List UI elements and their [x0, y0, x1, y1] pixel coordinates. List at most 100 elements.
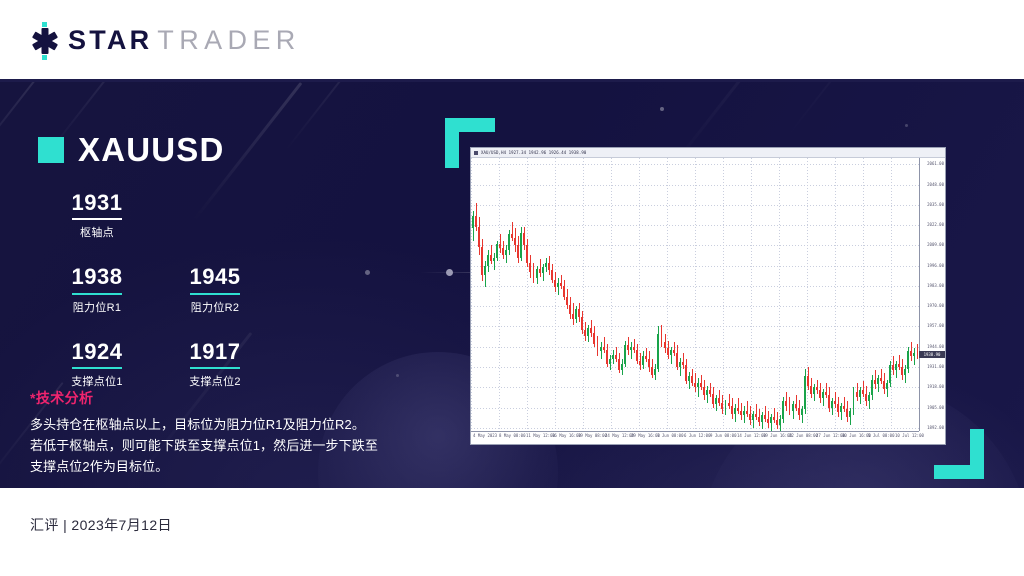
- candle-body: [794, 404, 797, 408]
- time-tick-label: 24 May 12:00: [605, 433, 634, 438]
- brand-logo[interactable]: STAR TRADER: [28, 21, 301, 60]
- candle-body: [791, 404, 794, 411]
- candle-body: [578, 309, 581, 318]
- candle-body: [831, 401, 834, 408]
- candle-body: [861, 390, 864, 394]
- level-value: 1917: [189, 339, 241, 369]
- time-tick-label: 19 Jun 16:00: [763, 433, 792, 438]
- candle-body: [709, 390, 712, 394]
- chart-title: XAU/USD,H4 1927.34 1942.96 1926.44 1938.…: [481, 150, 587, 155]
- price-tick-label: 1996.00: [927, 262, 944, 268]
- pivot-row: 1931 枢轴点: [38, 190, 278, 254]
- level-value: 1945: [189, 264, 241, 295]
- candle-body: [779, 418, 782, 425]
- candle-body: [876, 377, 879, 385]
- candle-wick: [683, 353, 684, 369]
- support-row: 1924 支撑点位1 1917 支撑点位2: [38, 339, 278, 403]
- candle-body: [767, 418, 770, 424]
- price-tick-label: 1931.00: [927, 364, 944, 370]
- grid-line-horizontal: [471, 164, 919, 165]
- price-chart-panel[interactable]: XAU/USD,H4 1927.34 1942.96 1926.44 1938.…: [470, 147, 946, 445]
- candle-wick: [747, 401, 748, 417]
- candle-body: [803, 376, 806, 410]
- grid-line-vertical: [835, 158, 836, 431]
- candle-body: [639, 360, 642, 366]
- grid-line-vertical: [555, 158, 556, 431]
- candle-body: [648, 359, 651, 368]
- candle-body: [678, 362, 681, 368]
- candle-body: [602, 346, 605, 350]
- candle-body: [538, 268, 541, 274]
- time-tick-label: 11 May 12:00: [526, 433, 555, 438]
- candle-body: [694, 382, 696, 388]
- candle-body: [593, 332, 596, 344]
- candle-body: [666, 348, 669, 355]
- candle-body: [834, 401, 837, 405]
- page-header: STAR TRADER: [0, 0, 1024, 81]
- candle-body: [788, 406, 791, 411]
- candle-wick: [476, 203, 477, 232]
- candle-wick: [729, 393, 730, 410]
- candle-body: [684, 365, 687, 382]
- grid-line-vertical: [639, 158, 640, 431]
- time-tick-label: 30 Jun 16:00: [842, 433, 871, 438]
- candle-wick: [857, 382, 858, 402]
- grid-line-horizontal: [471, 225, 919, 226]
- candlestick-plot[interactable]: [471, 158, 919, 431]
- time-tick-label: 16 May 16:00: [552, 433, 581, 438]
- level-resistance-2: 1945 阻力位R2: [156, 264, 274, 314]
- candle-body: [840, 406, 843, 413]
- candle-wick: [899, 354, 900, 371]
- candle-body: [471, 215, 474, 229]
- candle-wick: [512, 221, 513, 241]
- candle-body: [672, 349, 675, 353]
- candle-body: [489, 254, 492, 261]
- candle-wick: [537, 265, 538, 285]
- time-tick-label: 9 Jun 08:00: [710, 433, 737, 438]
- level-label: 枢轴点: [80, 227, 114, 240]
- candle-body: [867, 395, 870, 402]
- candle-wick: [817, 379, 818, 394]
- candle-wick: [796, 395, 797, 411]
- level-value: 1938: [71, 264, 123, 295]
- level-label: 支撑点位2: [189, 375, 241, 388]
- candle-body: [706, 390, 709, 396]
- candle-body: [657, 334, 660, 369]
- candle-body: [758, 416, 760, 422]
- price-tick-label: 1957.00: [927, 323, 944, 329]
- candle-body: [566, 296, 568, 305]
- candle-body: [815, 387, 818, 391]
- footer-caption: 汇评 | 2023年7月12日: [30, 517, 172, 533]
- time-tick-label: 5 Jul 08:00: [868, 433, 895, 438]
- candle-body: [477, 226, 480, 247]
- candle-body: [608, 359, 611, 364]
- grid-line-vertical: [583, 158, 584, 431]
- candle-body: [474, 215, 477, 227]
- candle-body: [910, 351, 913, 357]
- grid-line-horizontal: [471, 205, 919, 206]
- candle-body: [547, 262, 550, 271]
- level-label: 阻力位R2: [190, 301, 240, 314]
- time-tick-label: 10 Jul 12:00: [895, 433, 924, 438]
- grid-line-vertical: [667, 158, 668, 431]
- level-pivot: 1931 枢轴点: [38, 190, 156, 240]
- candle-body: [660, 334, 663, 343]
- candle-body: [486, 254, 489, 266]
- candle-body: [587, 328, 590, 336]
- time-tick-label: 8 May 08:00: [499, 433, 526, 438]
- candle-body: [843, 406, 846, 410]
- candle-wick: [793, 401, 794, 419]
- candle-wick: [774, 407, 775, 424]
- candle-body: [645, 356, 648, 360]
- candle-body: [599, 346, 602, 352]
- grid-line-horizontal: [471, 286, 919, 287]
- candle-body: [797, 407, 800, 416]
- corner-bracket-bottom-right: [934, 429, 984, 479]
- candle-body: [651, 367, 654, 375]
- decor-streak: [786, 82, 862, 138]
- candle-body: [895, 363, 898, 371]
- candle-wick: [604, 337, 605, 353]
- grid-line-vertical: [807, 158, 808, 431]
- decor-streak: [0, 82, 42, 176]
- grid-line-vertical: [891, 158, 892, 431]
